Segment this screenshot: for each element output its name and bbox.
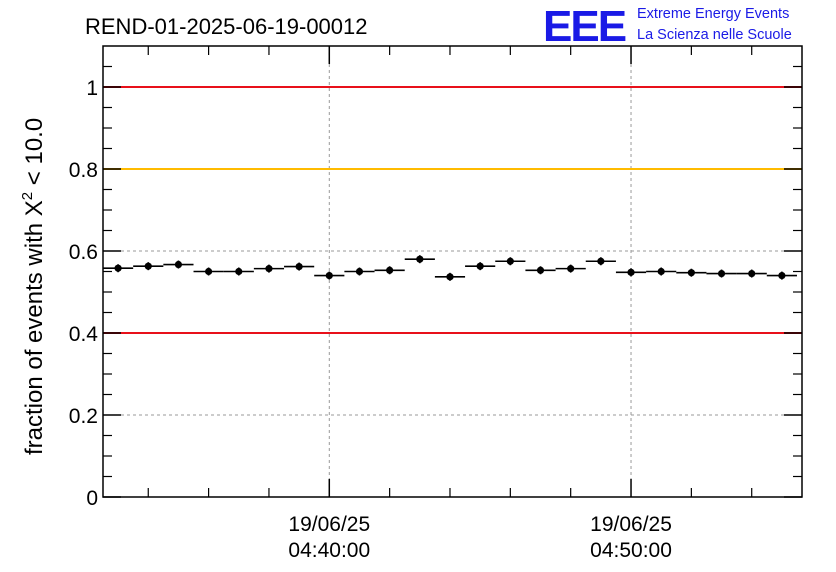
data-point [386, 266, 394, 274]
y-axis-label: fraction of events with X2 < 10.0 [19, 118, 48, 455]
y-axis-label-prefix: fraction of events with X [21, 200, 48, 455]
data-point [235, 267, 243, 276]
y-tick-label: 1 [86, 77, 98, 100]
y-tick-label: 0 [86, 487, 98, 510]
data-point [717, 269, 726, 278]
data-point [205, 267, 213, 276]
y-axis-label-sup: 2 [19, 192, 36, 200]
reference-lines [103, 86, 802, 334]
x-tick-label-date: 19/06/25 [288, 513, 370, 536]
data-point [627, 268, 635, 276]
data-point [567, 265, 575, 273]
logo-text: EEE [543, 2, 626, 51]
data-point [476, 262, 484, 270]
chart-title: REND-01-2025-06-19-00012 [85, 14, 368, 39]
y-tick-label: 0.6 [69, 241, 98, 264]
data-point [114, 264, 122, 272]
data-point [174, 260, 183, 269]
data-point [416, 255, 424, 263]
data-point [325, 272, 333, 280]
x-tick-label-date: 19/06/25 [590, 513, 672, 536]
data-point [295, 262, 303, 271]
x-tick-label-time: 04:50:00 [590, 539, 672, 562]
data-point [446, 273, 454, 281]
x-tick-labels: 19/06/25 04:40:00 19/06/25 04:50:00 [288, 513, 671, 562]
data-points [103, 255, 797, 281]
data-point [748, 269, 756, 278]
data-point [506, 257, 514, 265]
y-tick-labels: 0 0.2 0.4 0.6 0.8 1 [69, 77, 99, 510]
grid [103, 46, 802, 497]
data-point [144, 262, 152, 270]
y-tick-label: 0.4 [69, 323, 99, 346]
y-tick-label: 0.8 [69, 159, 98, 182]
data-point [536, 266, 545, 274]
data-point [597, 257, 605, 265]
data-point [657, 267, 665, 276]
y-axis-label-suffix: < 10.0 [21, 118, 48, 192]
data-point [687, 269, 695, 277]
data-point [778, 272, 786, 280]
logo-line2: La Scienza nelle Scuole [637, 27, 792, 43]
y-tick-label: 0.2 [69, 405, 98, 428]
eee-logo: EEE Extreme Energy Events La Scienza nel… [543, 2, 792, 51]
x-tick-label-time: 04:40:00 [288, 539, 370, 562]
axis-ticks [103, 46, 802, 498]
data-point [265, 265, 273, 273]
logo-line1: Extreme Energy Events [637, 6, 789, 22]
data-point [355, 267, 364, 276]
